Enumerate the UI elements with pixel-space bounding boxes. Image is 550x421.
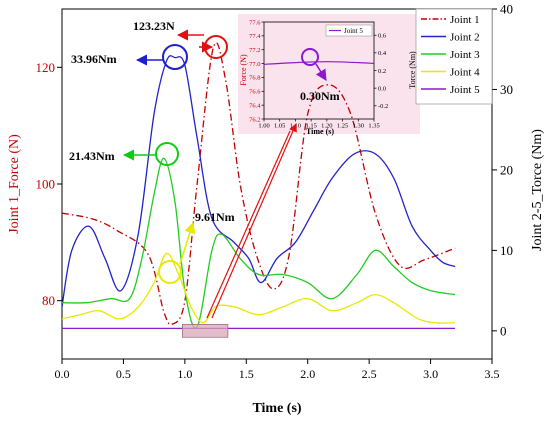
inset-x-tick-label: 1.35 <box>368 123 379 130</box>
inset-y-right-tick-label: 0.0 <box>378 85 386 92</box>
inset-y-left-tick-label: 77.4 <box>249 33 261 40</box>
x-tick-label: 0.0 <box>55 367 70 381</box>
arrow-joint4-peak <box>179 221 196 265</box>
circle-joint4-peak <box>158 260 182 284</box>
annotation-joint3: 21.43Nm <box>69 149 115 163</box>
y-left-axis-title: Joint 1_Force (N) <box>7 134 22 234</box>
inset-y-right-axis-title: Torce (Nm) <box>408 51 417 89</box>
zoom-connector-arrow <box>211 123 297 319</box>
annotation-joint5-inset: 0.30Nm <box>300 89 340 103</box>
y-left-tick-label: 100 <box>36 177 56 192</box>
series-line-joint-1 <box>62 42 456 326</box>
inset-y-left-tick-label: 76.2 <box>249 116 260 123</box>
y-right-axis-title: Joint 2-5_Torce (Nm) <box>530 129 545 251</box>
annotation-joint1: 123.23N <box>133 19 175 33</box>
y-left-tick-label: 80 <box>42 293 55 308</box>
y-right-tick-label: 40 <box>500 2 513 17</box>
series-line-joint-3 <box>62 157 456 329</box>
inset-y-right-tick-label: -0.2 <box>378 103 388 110</box>
x-tick-label: 1.5 <box>239 367 254 381</box>
x-tick-label: 2.5 <box>362 367 377 381</box>
circle-joint5-inset <box>301 48 319 66</box>
inset-x-tick-label: 1.20 <box>321 123 332 130</box>
main-axes: 0.0 0.5 1.0 1.5 2.0 2.5 3.0 3.5 80 100 120 0 10 20 30 4… <box>36 2 514 382</box>
inset-y-left-tick-label: 77.6 <box>249 19 261 26</box>
legend-label-joint-3: Joint 3 <box>450 49 480 61</box>
inset-y-left-axis-title: Force (N) <box>239 54 248 86</box>
zoom-connector-line <box>206 130 291 319</box>
main-legend: Joint 1 Joint 2 Joint 3 Joint 4 Joint 5 <box>415 8 493 105</box>
inset-axes: 1.001.051.101.151.201.251.301.3576.276.4… <box>249 19 388 129</box>
inset-x-axis-title: Time (s) <box>306 127 334 136</box>
inset-x-tick-label: 1.05 <box>274 123 285 130</box>
series-line-joint-2 <box>62 55 456 307</box>
inset-y-left-tick-label: 77.2 <box>249 47 260 54</box>
inset-y-left-tick-label: 76.4 <box>249 102 261 109</box>
inset-legend-box <box>325 24 373 37</box>
legend-label-joint-5: Joint 5 <box>450 84 480 96</box>
y-right-tick-label: 0 <box>500 323 507 338</box>
inset-y-right-tick-label: 0.2 <box>378 68 386 75</box>
x-tick-label: 2.0 <box>300 367 315 381</box>
annotations <box>122 29 327 319</box>
circle-joint3-peak <box>155 142 179 166</box>
inset-y-left-tick-label: 76.6 <box>249 89 261 96</box>
inset-series-line-joint-5 <box>263 61 375 65</box>
x-tick-label: 3.5 <box>485 367 500 381</box>
circle-joint2-peak <box>162 44 188 70</box>
annotation-joint2: 33.96Nm <box>71 52 117 66</box>
inset-x-tick-label: 1.30 <box>353 123 364 130</box>
x-tick-label: 0.5 <box>116 367 131 381</box>
arrow-joint5-inset <box>315 63 327 81</box>
inset-y-right-tick-label: 0.6 <box>378 33 387 40</box>
x-tick-label: 1.0 <box>177 367 192 381</box>
inset-x-tick-label: 1.25 <box>337 123 348 130</box>
x-tick-label: 3.0 <box>423 367 438 381</box>
inset-y-right-tick-label: 0.4 <box>378 50 387 57</box>
legend-label-joint-2: Joint 2 <box>450 32 480 44</box>
legend-label-joint-4: Joint 4 <box>450 67 480 79</box>
inset-x-tick-label: 1.15 <box>305 123 316 130</box>
inset-x-tick-label: 1.00 <box>258 123 269 130</box>
series-line-joint-4 <box>62 252 456 324</box>
main-legend-box <box>415 8 493 105</box>
inset-series-group <box>263 61 375 65</box>
y-right-tick-label: 20 <box>500 162 513 177</box>
y-right-tick-label: 10 <box>500 243 513 258</box>
inset-y-left-tick-label: 77.0 <box>249 61 260 68</box>
circle-joint1-peak <box>204 35 228 59</box>
x-axis-title: Time (s) <box>252 401 301 416</box>
y-left-tick-label: 120 <box>36 60 56 75</box>
inset-y-left-tick-label: 76.8 <box>249 75 260 82</box>
legend-label-joint-1: Joint 1 <box>450 14 480 26</box>
inset-legend-label: Joint 5 <box>344 27 363 35</box>
main-series-group <box>62 42 456 330</box>
annotation-joint4: 9.61Nm <box>195 210 235 224</box>
zoom-highlight-box <box>181 324 229 338</box>
y-right-tick-label: 30 <box>500 82 513 97</box>
